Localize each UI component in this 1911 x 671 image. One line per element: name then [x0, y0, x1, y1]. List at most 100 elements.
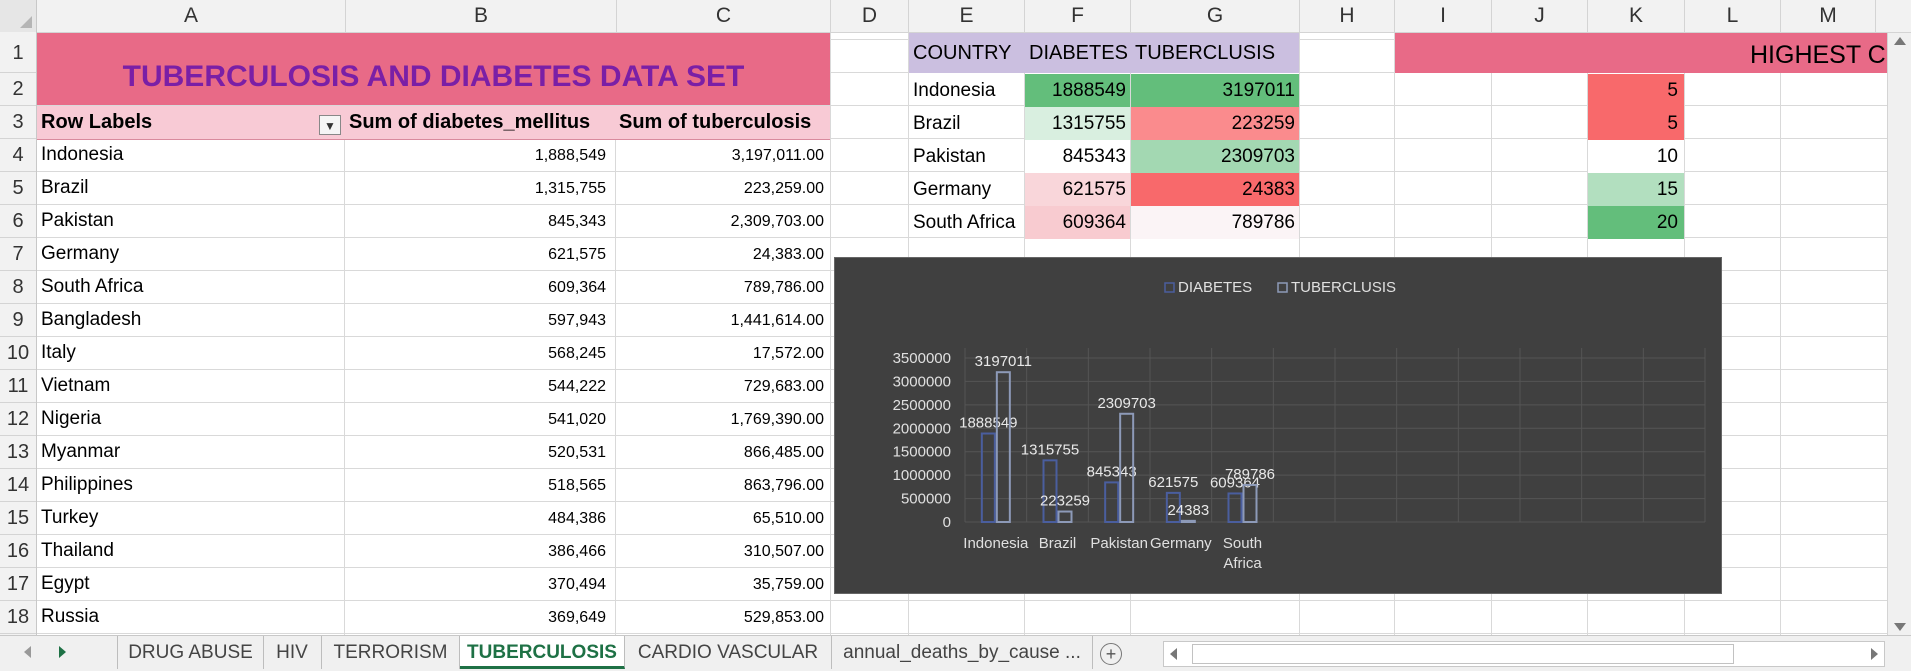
summary-country-cell[interactable]: Brazil — [913, 113, 961, 134]
row-header[interactable]: 8 — [0, 271, 36, 304]
pivot-row[interactable]: South Africa 609,364 789,786.00 — [37, 272, 830, 305]
tab-scroll-left-icon[interactable] — [24, 646, 31, 658]
column-header-j[interactable]: J — [1492, 0, 1588, 32]
row-header[interactable]: 12 — [0, 403, 36, 436]
row-header[interactable]: 1 — [0, 33, 36, 73]
column-header-h[interactable]: H — [1300, 0, 1395, 32]
row-header[interactable]: 7 — [0, 238, 36, 271]
summary-country-cell[interactable]: Germany — [913, 179, 992, 200]
row-header[interactable]: 15 — [0, 502, 36, 535]
column-header-i[interactable]: I — [1395, 0, 1492, 32]
row-header[interactable]: 18 — [0, 601, 36, 634]
row-header[interactable]: 14 — [0, 469, 36, 502]
bar-chart[interactable]: 0 500000 1000000 1500000 2000000 2500000 30000… — [834, 257, 1722, 594]
summary-tb-cell[interactable]: 223259 — [1131, 107, 1299, 140]
summary-diabetes-cell[interactable]: 609364 — [1025, 206, 1130, 239]
k-value-cell[interactable]: 10 — [1588, 140, 1684, 173]
row-header[interactable]: 2 — [0, 73, 36, 106]
column-header-f[interactable]: F — [1025, 0, 1131, 32]
sheet-tab-annual-deaths[interactable]: annual_deaths_by_cause ... — [832, 636, 1093, 669]
k-value-cell[interactable]: 5 — [1588, 107, 1684, 140]
k-value-cell[interactable]: 15 — [1588, 173, 1684, 206]
horizontal-scrollbar[interactable] — [1163, 641, 1885, 667]
pivot-row[interactable]: Philippines 518,565 863,796.00 — [37, 470, 830, 503]
row-header[interactable]: 10 — [0, 337, 36, 370]
sheet-tab-tuberculosis[interactable]: TUBERCULOSIS — [460, 636, 625, 669]
vertical-scrollbar[interactable] — [1887, 33, 1911, 635]
pivot-row-tuberculosis: 1,441,614.00 — [730, 312, 824, 329]
pivot-row-diabetes: 518,565 — [548, 477, 606, 494]
pivot-row[interactable]: Brazil 1,315,755 223,259.00 — [37, 173, 830, 206]
sheet-tab-cardio-vascular[interactable]: CARDIO VASCULAR — [625, 636, 832, 669]
hscroll-left-icon[interactable] — [1170, 648, 1177, 660]
chart-ytick-label: 1500000 — [893, 444, 951, 461]
pivot-header-diabetes: Sum of diabetes_mellitus — [349, 111, 591, 133]
column-header-a[interactable]: A — [37, 0, 346, 32]
column-header-e[interactable]: E — [909, 0, 1025, 32]
add-sheet-icon[interactable]: + — [1100, 643, 1122, 665]
summary-diabetes-cell[interactable]: 845343 — [1025, 140, 1130, 173]
pivot-row-tuberculosis: 24,383.00 — [752, 246, 824, 263]
pivot-row[interactable]: Thailand 386,466 310,507.00 — [37, 536, 830, 569]
row-header[interactable]: 6 — [0, 205, 36, 238]
pivot-row[interactable]: Myanmar 520,531 866,485.00 — [37, 437, 830, 470]
pivot-row[interactable]: Pakistan 845,343 2,309,703.00 — [37, 206, 830, 239]
column-header-k[interactable]: K — [1588, 0, 1685, 32]
chart-ytick-label: 1000000 — [893, 467, 951, 484]
k-value-cell[interactable]: 5 — [1588, 74, 1684, 107]
summary-country-cell[interactable]: Indonesia — [913, 80, 996, 101]
scroll-down-icon[interactable] — [1894, 623, 1906, 631]
summary-diabetes-cell[interactable]: 621575 — [1025, 173, 1130, 206]
title-band — [37, 33, 830, 105]
pivot-row[interactable]: Bangladesh 597,943 1,441,614.00 — [37, 305, 830, 338]
chart-bar — [995, 371, 1011, 523]
row-header[interactable]: 4 — [0, 139, 36, 172]
chart-canvas: 0 500000 1000000 1500000 2000000 2500000 30000… — [893, 279, 1706, 572]
pivot-row[interactable]: Vietnam 544,222 729,683.00 — [37, 371, 830, 404]
row-header[interactable]: 11 — [0, 370, 36, 403]
row-header[interactable]: 9 — [0, 304, 36, 337]
hscroll-right-icon[interactable] — [1871, 648, 1878, 660]
summary-diabetes-cell[interactable]: 1888549 — [1025, 74, 1130, 107]
column-header-b[interactable]: B — [346, 0, 617, 32]
select-all-corner[interactable] — [0, 0, 37, 32]
sheet-title: TUBERCULOSIS AND DIABETES DATA SET — [122, 60, 745, 93]
summary-tb-cell[interactable]: 24383 — [1131, 173, 1299, 206]
column-header-d[interactable]: D — [831, 0, 909, 32]
hscroll-thumb[interactable] — [1192, 644, 1734, 664]
pivot-row[interactable]: Germany 621,575 24,383.00 — [37, 239, 830, 272]
pivot-row-label: Indonesia — [41, 144, 124, 165]
tab-scroll-right-icon[interactable] — [59, 646, 66, 658]
column-header-g[interactable]: G — [1131, 0, 1300, 32]
k-value-cell[interactable]: 20 — [1588, 206, 1684, 239]
filter-dropdown-icon[interactable]: ▼ — [319, 115, 341, 135]
scroll-up-icon[interactable] — [1894, 37, 1906, 45]
row-header[interactable]: 17 — [0, 568, 36, 601]
summary-country-cell[interactable]: South Africa — [913, 212, 1016, 233]
pivot-row[interactable]: Russia 369,649 529,853.00 — [37, 602, 830, 635]
summary-tb-cell[interactable]: 789786 — [1131, 206, 1299, 239]
row-header[interactable]: 16 — [0, 535, 36, 568]
sheet-tab-terrorism[interactable]: TERRORISM — [322, 636, 460, 669]
sheet-tab-hiv[interactable]: HIV — [263, 636, 322, 669]
pivot-row[interactable]: Italy 568,245 17,572.00 — [37, 338, 830, 371]
summary-diabetes-cell[interactable]: 1315755 — [1025, 107, 1130, 140]
pivot-row-label: Pakistan — [41, 210, 114, 231]
pivot-row[interactable]: Nigeria 541,020 1,769,390.00 — [37, 404, 830, 437]
row-header[interactable]: 5 — [0, 172, 36, 205]
chart-ytick-label: 3500000 — [893, 350, 951, 367]
pivot-row[interactable]: Turkey 484,386 65,510.00 — [37, 503, 830, 536]
pivot-row[interactable]: Indonesia 1,888,549 3,197,011.00 — [37, 140, 830, 173]
pivot-row-diabetes: 568,245 — [548, 345, 606, 362]
row-header[interactable]: 13 — [0, 436, 36, 469]
row-header[interactable]: 3 — [0, 106, 36, 139]
pivot-row[interactable]: Egypt 370,494 35,759.00 — [37, 569, 830, 602]
summary-tb-cell[interactable]: 3197011 — [1131, 74, 1299, 107]
pivot-row-tuberculosis: 866,485.00 — [743, 444, 824, 461]
sheet-tab-drug-abuse[interactable]: DRUG ABUSE — [117, 636, 264, 669]
column-header-c[interactable]: C — [617, 0, 831, 32]
column-header-l[interactable]: L — [1685, 0, 1781, 32]
column-header-m[interactable]: M — [1781, 0, 1876, 32]
summary-tb-cell[interactable]: 2309703 — [1131, 140, 1299, 173]
summary-country-cell[interactable]: Pakistan — [913, 146, 986, 167]
